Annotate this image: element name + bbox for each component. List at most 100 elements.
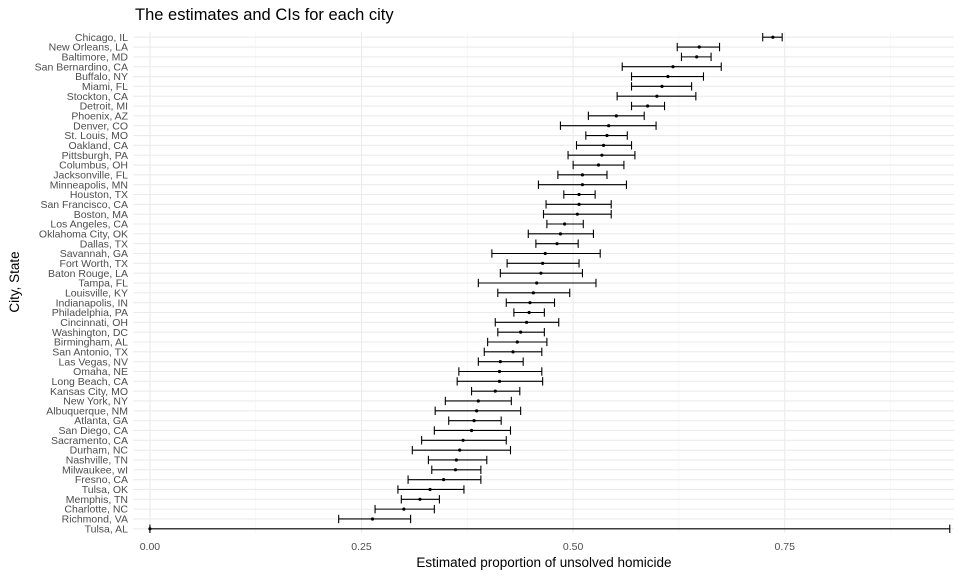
- y-tick-label: Sacramento, CA: [51, 435, 128, 447]
- ci-group: [483, 347, 543, 357]
- y-tick-label: Tampa, FL: [78, 278, 128, 290]
- ci-group: [537, 180, 627, 189]
- ci-group: [676, 42, 721, 52]
- y-tick-label: Kansas City, MO: [50, 386, 128, 398]
- y-tick-label: St. Louis, MO: [64, 130, 128, 142]
- estimate-point: [511, 350, 515, 354]
- ci-group: [505, 298, 556, 307]
- estimate-point: [577, 192, 581, 197]
- estimate-point: [454, 458, 458, 462]
- ci-group: [546, 219, 584, 229]
- ci-group: [338, 514, 412, 524]
- x-tick-label: 0.75: [775, 541, 796, 553]
- y-tick-label: Milwaukee, wI: [62, 464, 128, 476]
- y-tick-label: San Bernardino, CA: [35, 61, 128, 73]
- estimate-point: [461, 438, 465, 442]
- ci-group: [431, 465, 482, 475]
- estimate-point: [402, 507, 406, 511]
- ci-group: [421, 436, 507, 445]
- estimate-point: [515, 340, 519, 344]
- y-tick-label: Oakland, CA: [68, 140, 128, 152]
- estimate-point: [497, 369, 502, 374]
- y-tick-label: Dallas, TX: [80, 238, 128, 250]
- ci-group: [506, 259, 580, 268]
- estimate-point: [607, 124, 611, 128]
- estimate-point: [418, 497, 422, 501]
- estimate-point: [601, 143, 606, 147]
- chart-title: The estimates and CIs for each city: [135, 6, 394, 24]
- ci-group: [448, 416, 502, 425]
- y-tick-label: Miami, FL: [82, 81, 128, 93]
- ci-group: [542, 209, 612, 219]
- ci-group: [497, 288, 571, 298]
- y-tick-label: Fort Worth, TX: [60, 258, 128, 270]
- y-tick-label: Atlanta, GA: [74, 415, 128, 427]
- y-tick-label: Phoenix, AZ: [71, 110, 128, 122]
- y-tick-label: San Francisco, CA: [40, 199, 128, 211]
- y-tick-label: Birmingham, AL: [54, 337, 128, 349]
- estimate-point: [531, 291, 535, 295]
- estimate-point: [541, 261, 545, 265]
- estimate-point: [475, 409, 479, 413]
- ci-group: [491, 249, 601, 258]
- estimate-point: [555, 242, 559, 246]
- ci-group: [567, 150, 636, 160]
- y-axis-title: City, State: [7, 251, 22, 312]
- estimate-point: [524, 320, 529, 324]
- ci-group: [559, 121, 657, 130]
- ci-group: [572, 160, 625, 170]
- estimate-point: [535, 281, 539, 285]
- y-tick-label: Los Angeles, CA: [50, 219, 128, 231]
- y-tick-label: Louisville, KY: [65, 287, 128, 299]
- ci-group: [433, 426, 512, 435]
- estimate-point: [771, 35, 775, 39]
- y-tick-label: Las Vegas, NV: [59, 356, 128, 368]
- ci-group: [587, 111, 645, 121]
- ci-group: [630, 101, 666, 111]
- ci-group: [400, 495, 440, 504]
- estimate-point: [469, 428, 474, 433]
- y-tick-label: Savannah, GA: [60, 248, 128, 260]
- ci-group: [427, 455, 488, 465]
- y-tick-label: Minneapolis, MN: [50, 179, 128, 191]
- estimate-point: [453, 468, 458, 472]
- estimate-point: [442, 478, 446, 482]
- ci-group: [494, 318, 560, 327]
- y-tick-label: Detroit, MI: [80, 101, 128, 113]
- ci-group: [535, 239, 579, 248]
- estimate-point: [563, 222, 567, 226]
- ci-group: [456, 377, 544, 386]
- ci-group: [487, 337, 548, 347]
- y-tick-label: Houston, TX: [70, 189, 128, 201]
- ci-group: [545, 200, 612, 209]
- y-tick-label: Oklahoma City, OK: [39, 228, 128, 240]
- y-tick-label: Durham, NC: [70, 445, 129, 457]
- y-tick-label: New York, NY: [63, 396, 128, 408]
- estimate-point: [655, 94, 659, 98]
- y-tick-label: Chicago, IL: [75, 32, 128, 44]
- estimate-point: [428, 487, 432, 492]
- ci-group: [477, 278, 597, 288]
- ci-group: [148, 524, 951, 533]
- y-tick-label: Memphis, TN: [66, 494, 128, 506]
- ci-group: [497, 327, 545, 337]
- y-tick-label: Baltimore, MD: [61, 51, 128, 63]
- ci-group: [527, 229, 594, 239]
- estimate-point: [660, 84, 664, 88]
- estimate-point: [596, 163, 601, 167]
- y-tick-label: Boston, MA: [74, 209, 128, 221]
- ci-group: [513, 308, 545, 317]
- gridlines: [133, 32, 954, 533]
- estimate-point: [493, 389, 497, 393]
- y-tick-label: Long Beach, CA: [52, 376, 128, 388]
- y-tick-label: Jacksonville, FL: [53, 169, 128, 181]
- estimate-point: [472, 419, 476, 423]
- y-tick-label: San Diego, CA: [59, 425, 128, 437]
- y-tick-label: Washington, DC: [52, 327, 128, 339]
- x-axis-title: Estimated proportion of unsolved homicid…: [416, 555, 671, 570]
- estimate-point: [666, 74, 670, 79]
- estimate-point: [577, 202, 581, 206]
- ci-group: [397, 485, 465, 494]
- y-tick-label: San Antonio, TX: [52, 346, 128, 358]
